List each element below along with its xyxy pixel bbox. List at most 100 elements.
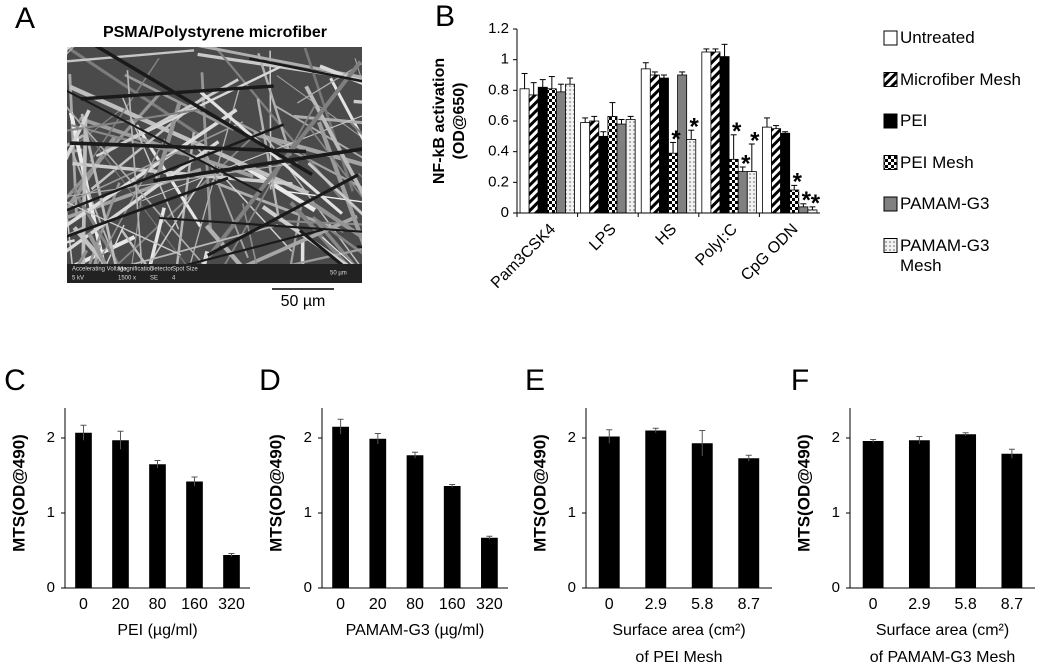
x-axis-label: of PEI Mesh [635, 649, 722, 666]
fiber [159, 216, 362, 233]
y-tick-label: 0.6 [488, 112, 509, 129]
fiber [67, 249, 89, 283]
bar [738, 458, 760, 588]
bar [719, 56, 730, 214]
y-axis-label: NF-kB activation [431, 58, 448, 184]
bar [649, 74, 660, 214]
fiber [197, 47, 362, 79]
x-tick-label: 20 [369, 596, 387, 613]
info-text: Accelerating Voltage [72, 267, 127, 273]
fiber [67, 108, 238, 228]
y-axis-label: (OD@650) [451, 83, 468, 160]
fiber [322, 236, 362, 274]
y-tick-label: 2 [568, 429, 576, 446]
y-tick-label: 0.8 [488, 81, 509, 98]
fiber [379, 271, 472, 353]
y-tick-label: 1 [47, 504, 55, 521]
info-text: Spot Size [172, 267, 198, 273]
legend-swatch [883, 30, 898, 46]
bar [580, 122, 591, 214]
legend-label: PAMAM-G3 [900, 194, 990, 213]
bar [728, 158, 739, 214]
fiber [68, 111, 110, 283]
bar [589, 120, 600, 214]
x-tick-label: PolyI:C [692, 221, 741, 270]
bar [771, 128, 782, 214]
fiber [249, 57, 362, 83]
x-tick-label: 80 [406, 596, 424, 613]
fiber [72, 161, 293, 186]
info-text: Detector [150, 267, 173, 273]
x-tick-label: 2.9 [645, 596, 667, 613]
fiber [67, 89, 263, 194]
fiber [67, 109, 91, 161]
bar [607, 116, 618, 214]
x-tick-label: 0 [869, 596, 878, 613]
x-tick-label: Pam3CSK4 [488, 221, 559, 292]
bar [186, 481, 203, 588]
bar [369, 438, 387, 588]
significance: * [741, 150, 751, 177]
legend-swatch [883, 238, 898, 253]
fiber [0, 294, 161, 423]
panel-label: F [791, 364, 809, 397]
info-bar [67, 264, 362, 283]
fiber [60, 99, 62, 312]
legend-label: PEI [900, 111, 928, 130]
x-axis-label: of PAMAM-G3 Mesh [870, 649, 1016, 666]
x-tick-label: 20 [112, 596, 130, 613]
panel-label: E [525, 364, 545, 397]
bar [112, 440, 129, 588]
fiber [67, 267, 70, 276]
legend-label: PEI Mesh [900, 152, 974, 172]
fiber [306, 124, 362, 199]
fiber [67, 201, 182, 256]
info-text: Magnification [118, 267, 153, 273]
panel-label: D [259, 364, 281, 397]
fiber [276, 75, 362, 139]
y-tick-label: 0.4 [488, 143, 509, 160]
significance: * [793, 169, 803, 196]
x-axis-label: Surface area (cm²) [876, 622, 1009, 639]
fiber [304, 85, 362, 197]
info-text: 4 [172, 276, 176, 282]
bar [443, 486, 461, 588]
x-tick-label: CpG ODN [738, 221, 802, 285]
legend-swatch [883, 196, 898, 212]
bar [737, 171, 748, 214]
fiber [67, 176, 229, 238]
fiber [128, 197, 143, 283]
x-axis-label: PEI (µg/ml) [117, 622, 197, 639]
fiber [0, 127, 42, 310]
x-tick-label: 160 [439, 596, 466, 613]
x-tick-label: 0 [336, 596, 345, 613]
fiber [67, 279, 73, 283]
fiber [278, 219, 362, 226]
x-tick-label: 320 [476, 596, 503, 613]
bar [780, 132, 791, 214]
bar [701, 51, 712, 214]
significance: * [802, 187, 812, 214]
bar [332, 426, 349, 588]
bar [528, 94, 539, 214]
scale-bar-label: 50 µm [281, 293, 326, 310]
legend-label: Microfiber Mesh [900, 69, 1021, 89]
significance: * [690, 114, 700, 141]
legend-swatch [883, 113, 898, 129]
fiber [67, 49, 195, 63]
y-tick-label: 1.2 [488, 20, 509, 37]
bar [555, 91, 566, 214]
x-tick-label: HS [653, 221, 681, 249]
fiber [374, 118, 413, 318]
fiber [67, 47, 69, 57]
x-tick-label: 0 [79, 596, 88, 613]
fiber [68, 47, 200, 136]
fiber [69, 141, 307, 154]
y-axis-label: MTS(OD@490) [530, 434, 549, 552]
fiber [173, 131, 196, 283]
fiber [67, 135, 118, 214]
fiber [67, 235, 136, 272]
bar [223, 555, 240, 588]
y-tick-label: 0 [304, 579, 312, 596]
